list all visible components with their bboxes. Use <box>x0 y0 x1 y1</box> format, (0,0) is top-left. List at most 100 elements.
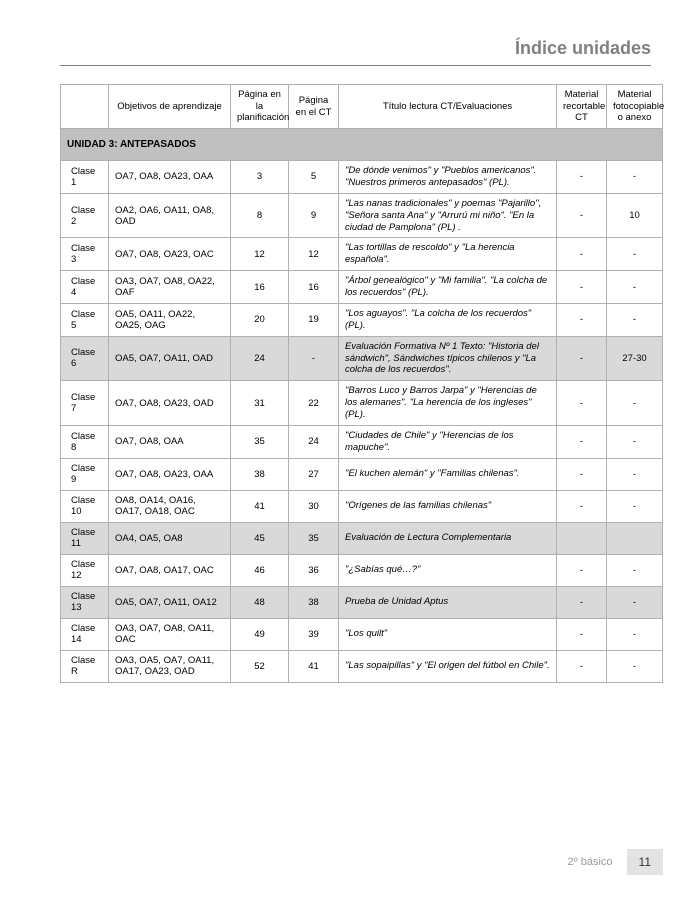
titulo-cell: "Las nanas tradicionales" y poemas "Paja… <box>339 193 557 238</box>
plan-cell: 52 <box>231 650 289 682</box>
ct-cell: 24 <box>289 425 339 458</box>
plan-cell: 48 <box>231 586 289 618</box>
anexo-cell: - <box>607 425 663 458</box>
table-row: Clase 6OA5, OA7, OA11, OAD24-Evaluación … <box>61 336 663 381</box>
table-row: Clase 12OA7, OA8, OA17, OAC4636"¿Sabías … <box>61 554 663 586</box>
table-row: Clase 1OA7, OA8, OA23, OAA35"De dónde ve… <box>61 161 663 194</box>
table-row: Clase 8OA7, OA8, OAA3524"Ciudades de Chi… <box>61 425 663 458</box>
clase-cell: Clase 8 <box>61 425 109 458</box>
plan-cell: 46 <box>231 554 289 586</box>
th-obj: Objetivos de aprendizaje <box>109 85 231 129</box>
plan-cell: 3 <box>231 161 289 194</box>
clase-cell: Clase 3 <box>61 238 109 271</box>
obj-cell: OA7, OA8, OA23, OAC <box>109 238 231 271</box>
titulo-cell: "Los aguayos". "La colcha de los recuerd… <box>339 303 557 336</box>
ct-cell: 39 <box>289 618 339 650</box>
obj-cell: OA5, OA11, OA22, OA25, OAG <box>109 303 231 336</box>
anexo-cell <box>607 522 663 554</box>
titulo-cell: "Orígenes de las familias chilenas" <box>339 490 557 522</box>
clase-cell: Clase 5 <box>61 303 109 336</box>
obj-cell: OA3, OA7, OA8, OA11, OAC <box>109 618 231 650</box>
th-ct: Página en el CT <box>289 85 339 129</box>
th-rec: Material recortable CT <box>557 85 607 129</box>
ct-cell: 30 <box>289 490 339 522</box>
rec-cell: - <box>557 271 607 304</box>
obj-cell: OA7, OA8, OA23, OAA <box>109 161 231 194</box>
anexo-cell: - <box>607 586 663 618</box>
clase-cell: Clase 12 <box>61 554 109 586</box>
anexo-cell: - <box>607 161 663 194</box>
rec-cell: - <box>557 618 607 650</box>
clase-cell: Clase 13 <box>61 586 109 618</box>
table-row: Clase 4OA3, OA7, OA8, OA22, OAF1616"Árbo… <box>61 271 663 304</box>
rec-cell <box>557 522 607 554</box>
ct-cell: 36 <box>289 554 339 586</box>
rec-cell: - <box>557 554 607 586</box>
rec-cell: - <box>557 425 607 458</box>
anexo-cell: 27-30 <box>607 336 663 381</box>
ct-cell: 35 <box>289 522 339 554</box>
th-anexo: Material fotocopiable o anexo <box>607 85 663 129</box>
th-titulo: Título lectura CT/Evaluaciones <box>339 85 557 129</box>
clase-cell: Clase 11 <box>61 522 109 554</box>
titulo-cell: "Árbol genealógico" y "Mi familia". "La … <box>339 271 557 304</box>
clase-cell: Clase 6 <box>61 336 109 381</box>
obj-cell: OA3, OA5, OA7, OA11, OA17, OA23, OAD <box>109 650 231 682</box>
clase-cell: Clase R <box>61 650 109 682</box>
titulo-cell: "Barros Luco y Barros Jarpa" y "Herencia… <box>339 381 557 426</box>
plan-cell: 49 <box>231 618 289 650</box>
table-body: UNIDAD 3: ANTEPASADOS Clase 1OA7, OA8, O… <box>61 129 663 683</box>
plan-cell: 8 <box>231 193 289 238</box>
anexo-cell: 10 <box>607 193 663 238</box>
plan-cell: 45 <box>231 522 289 554</box>
titulo-cell: "¿Sabías qué…?" <box>339 554 557 586</box>
rec-cell: - <box>557 336 607 381</box>
obj-cell: OA2, OA6, OA11, OA8, OAD <box>109 193 231 238</box>
anexo-cell: - <box>607 381 663 426</box>
ct-cell: 38 <box>289 586 339 618</box>
plan-cell: 35 <box>231 425 289 458</box>
footer-page-number: 11 <box>627 849 663 875</box>
ct-cell: - <box>289 336 339 381</box>
obj-cell: OA7, OA8, OA17, OAC <box>109 554 231 586</box>
table-row: Clase 10OA8, OA14, OA16, OA17, OA18, OAC… <box>61 490 663 522</box>
plan-cell: 20 <box>231 303 289 336</box>
section-title: Índice unidades <box>0 0 699 65</box>
clase-cell: Clase 4 <box>61 271 109 304</box>
clase-cell: Clase 9 <box>61 458 109 490</box>
titulo-cell: Prueba de Unidad Aptus <box>339 586 557 618</box>
th-clase <box>61 85 109 129</box>
anexo-cell: - <box>607 238 663 271</box>
rec-cell: - <box>557 458 607 490</box>
table-row: Clase 2OA2, OA6, OA11, OA8, OAD89"Las na… <box>61 193 663 238</box>
table-row: Clase ROA3, OA5, OA7, OA11, OA17, OA23, … <box>61 650 663 682</box>
obj-cell: OA8, OA14, OA16, OA17, OA18, OAC <box>109 490 231 522</box>
obj-cell: OA7, OA8, OAA <box>109 425 231 458</box>
anexo-cell: - <box>607 458 663 490</box>
index-table: Objetivos de aprendizaje Página en la pl… <box>60 84 663 683</box>
titulo-cell: Evaluación de Lectura Complementaria <box>339 522 557 554</box>
table-header: Objetivos de aprendizaje Página en la pl… <box>61 85 663 129</box>
unit-row: UNIDAD 3: ANTEPASADOS <box>61 129 663 161</box>
clase-cell: Clase 14 <box>61 618 109 650</box>
anexo-cell: - <box>607 490 663 522</box>
obj-cell: OA4, OA5, OA8 <box>109 522 231 554</box>
anexo-cell: - <box>607 303 663 336</box>
page: Índice unidades Objetivos de aprendizaje… <box>0 0 699 905</box>
anexo-cell: - <box>607 271 663 304</box>
titulo-cell: "Ciudades de Chile" y "Herencias de los … <box>339 425 557 458</box>
ct-cell: 22 <box>289 381 339 426</box>
clase-cell: Clase 7 <box>61 381 109 426</box>
table-row: Clase 7OA7, OA8, OA23, OAD3122"Barros Lu… <box>61 381 663 426</box>
ct-cell: 41 <box>289 650 339 682</box>
plan-cell: 31 <box>231 381 289 426</box>
plan-cell: 12 <box>231 238 289 271</box>
clase-cell: Clase 2 <box>61 193 109 238</box>
ct-cell: 16 <box>289 271 339 304</box>
table-row: Clase 9OA7, OA8, OA23, OAA3827"El kuchen… <box>61 458 663 490</box>
rec-cell: - <box>557 381 607 426</box>
rec-cell: - <box>557 161 607 194</box>
plan-cell: 16 <box>231 271 289 304</box>
table-row: Clase 14OA3, OA7, OA8, OA11, OAC4939"Los… <box>61 618 663 650</box>
anexo-cell: - <box>607 650 663 682</box>
